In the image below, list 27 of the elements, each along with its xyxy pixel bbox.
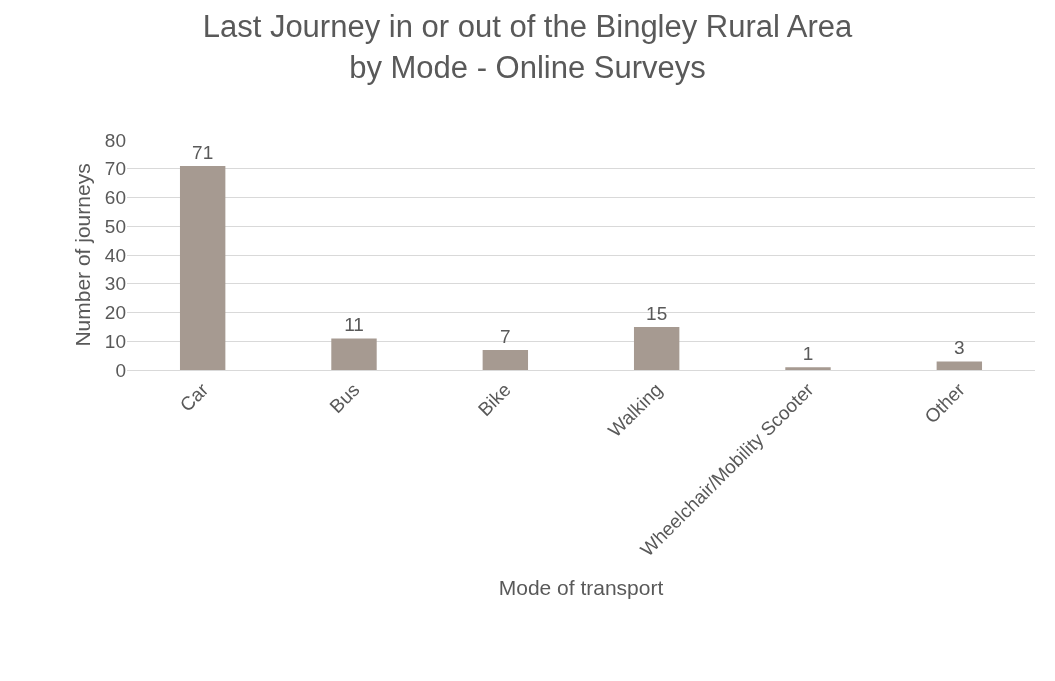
y-tick-label: 40 <box>104 244 126 266</box>
bar <box>936 361 983 370</box>
data-label: 15 <box>646 302 668 324</box>
data-label: 71 <box>192 141 214 163</box>
y-axis-title: Number of journeys <box>71 163 95 347</box>
y-tick-label: 0 <box>115 359 126 381</box>
y-tick-label: 60 <box>104 187 126 209</box>
y-tick-label: 80 <box>104 129 126 151</box>
x-tick-label: Car <box>175 378 213 416</box>
bar <box>482 349 529 370</box>
bar <box>785 367 831 370</box>
y-tick-label: 50 <box>104 215 126 237</box>
x-axis-title: Mode of transport <box>498 575 664 599</box>
y-tick-label: 10 <box>104 330 126 352</box>
x-tick-label: Bus <box>325 379 364 417</box>
y-tick-label: 30 <box>104 273 126 295</box>
data-label: 7 <box>500 325 511 347</box>
data-label: 11 <box>344 314 364 336</box>
data-label: 1 <box>802 343 814 365</box>
y-tick-label: 20 <box>104 302 126 324</box>
bar <box>633 326 680 370</box>
bar <box>179 165 226 370</box>
chart-title: Last Journey in or out of the Bingley Rural Area by Mode - Online Surveys <box>202 9 854 85</box>
bar <box>331 338 377 370</box>
y-tick-label: 70 <box>104 158 126 180</box>
x-tick-label: Bike <box>473 379 515 420</box>
data-label: 3 <box>954 337 965 359</box>
